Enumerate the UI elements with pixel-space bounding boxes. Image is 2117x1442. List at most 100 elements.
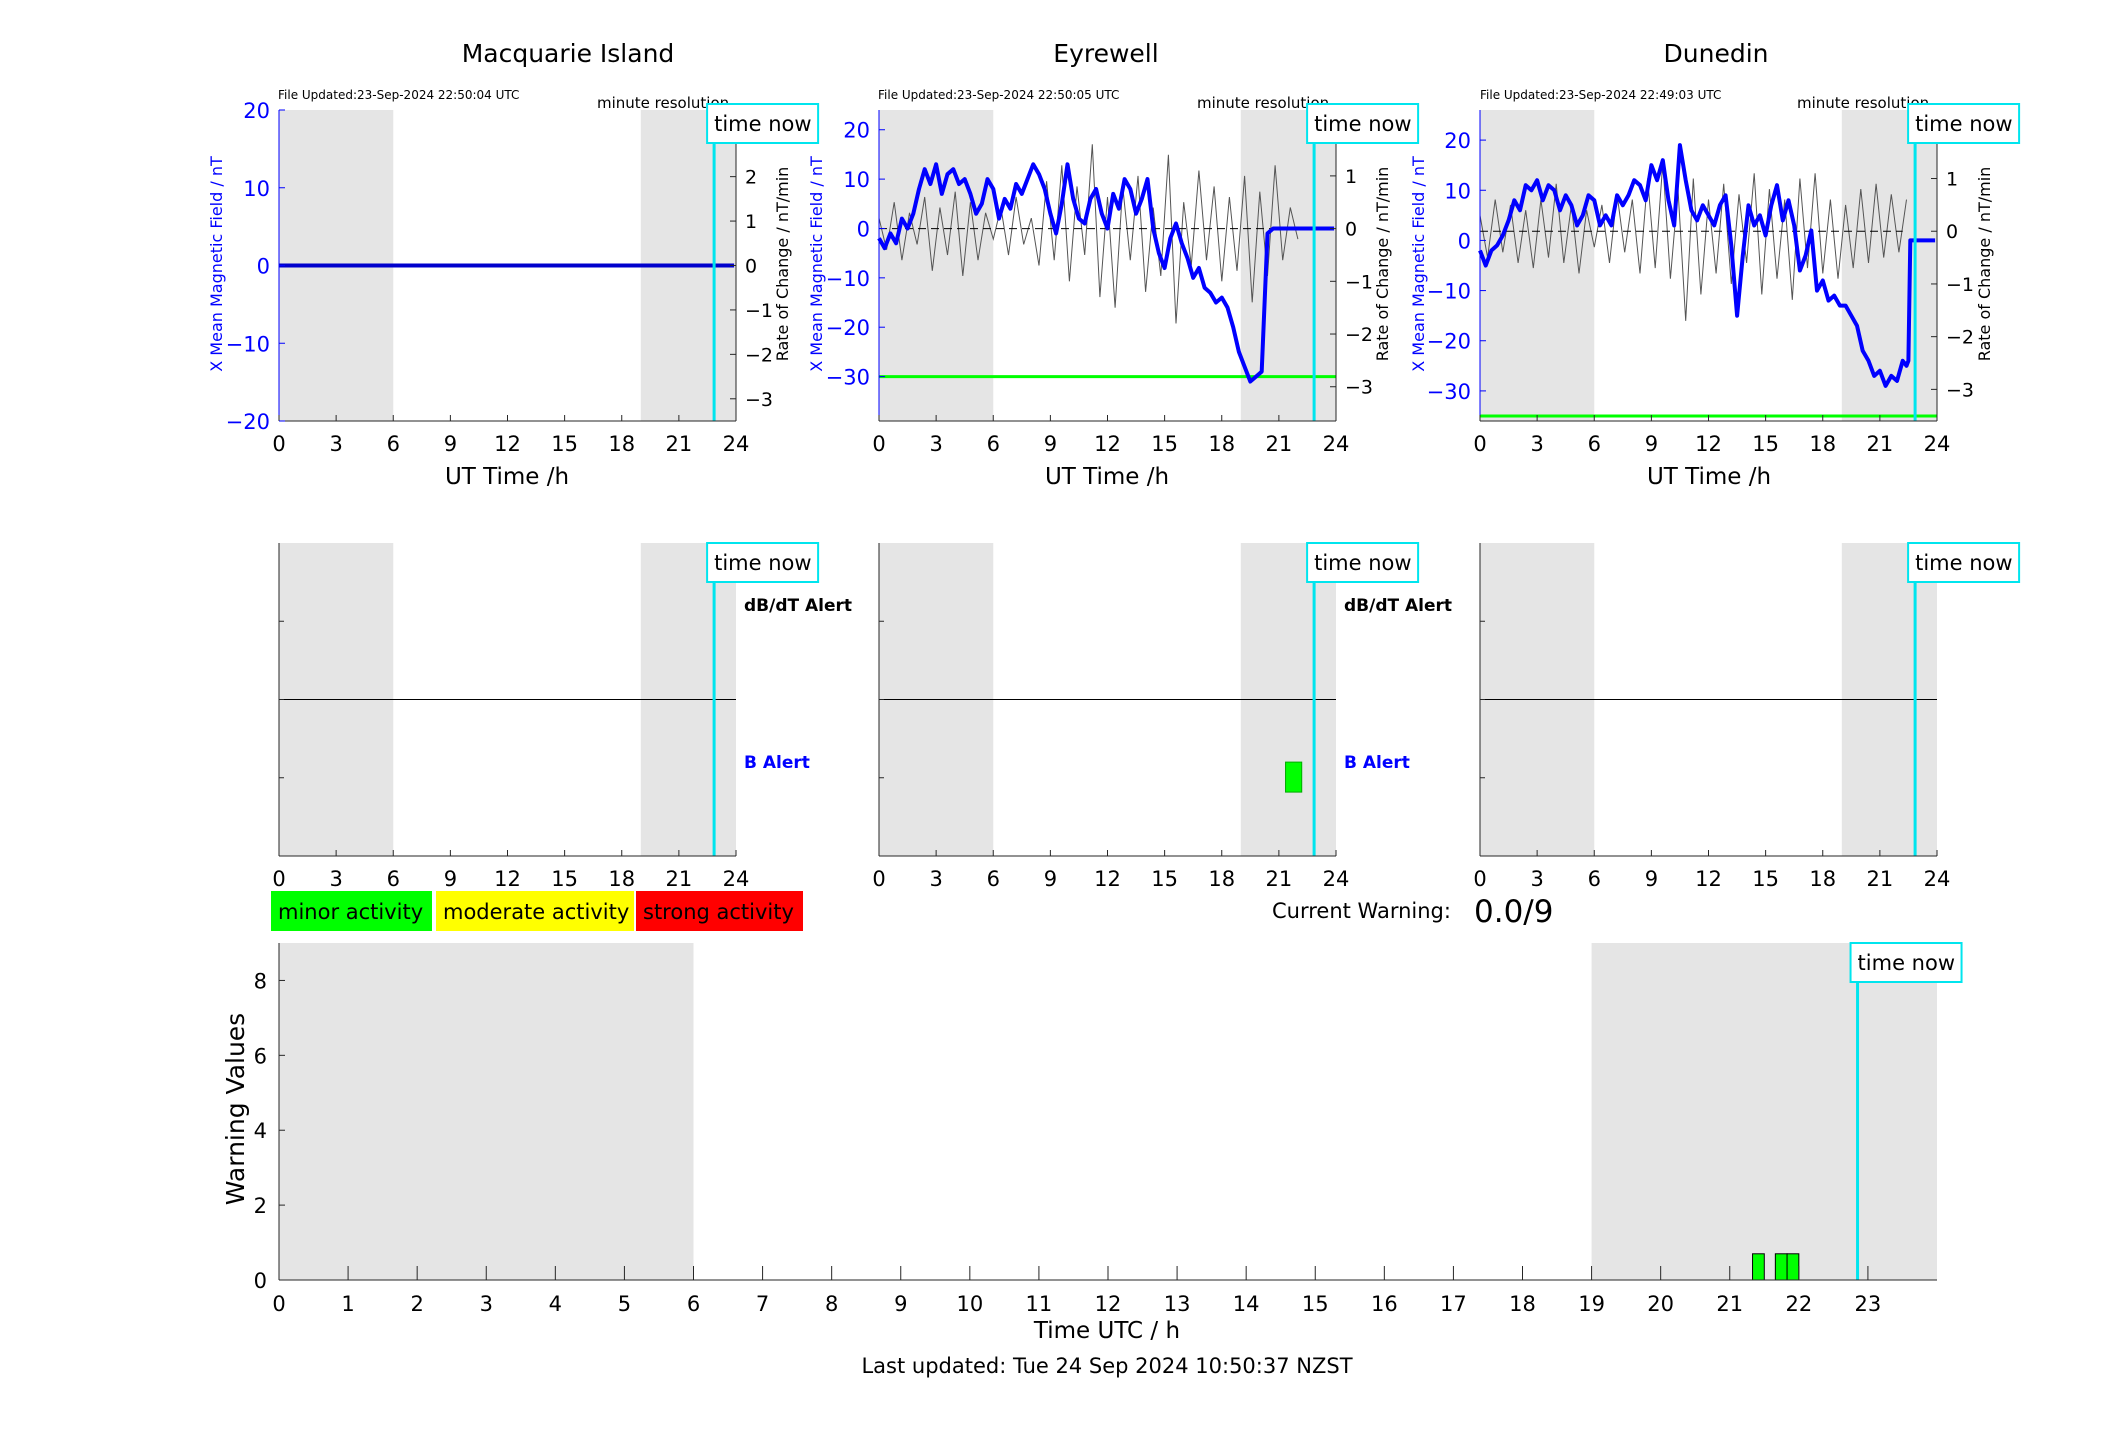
magnetic-field-line: [1478, 143, 1936, 388]
b-alert-label-eyrewell: B Alert: [1344, 753, 1410, 773]
y-right-tick-label: −3: [745, 389, 773, 411]
x-tick-label: 12: [494, 432, 521, 456]
x-tick-label: 6: [687, 1292, 700, 1316]
time-now-label: time now: [714, 551, 811, 575]
x-tick-label: 12: [494, 867, 521, 891]
x-tick-label: 13: [1164, 1292, 1191, 1316]
x-tick-label: 4: [549, 1292, 562, 1316]
x-tick-label: 22: [1785, 1292, 1812, 1316]
y-tick-label: 8: [254, 969, 267, 993]
warning-values-chart: 0 1 2 3 4 5 6 7 8 9 10 11 12 13 14 15 16 17 18 19 20 21 22 2302…: [254, 943, 1937, 1316]
y-tick-label: −10: [1427, 280, 1471, 304]
x-tick-label: 18: [1208, 867, 1235, 891]
x-tick-label: 12: [1095, 1292, 1122, 1316]
xlabel-eyrewell: UT Time /h: [1045, 464, 1169, 490]
y-right-tick-label: 1: [1345, 166, 1357, 188]
minute-resolution-dunedin: minute resolution: [1797, 94, 1929, 112]
ylabel-left-macquarie: X Mean Magnetic Field / nT: [207, 156, 226, 372]
x-tick-label: 24: [723, 867, 750, 891]
warning-bar: [1774, 1253, 1788, 1281]
x-tick-label: 19: [1578, 1292, 1605, 1316]
time-now-label: time now: [714, 112, 811, 136]
x-tick-label: 10: [956, 1292, 983, 1316]
dbdt-alert-label-macquarie: dB/dT Alert: [744, 596, 852, 616]
y-tick-label: −20: [226, 410, 270, 434]
y-tick-label: 20: [243, 99, 270, 123]
y-right-tick-label: 0: [1946, 221, 1958, 243]
x-tick-label: 3: [929, 867, 942, 891]
time-now-box-warning: time now: [1849, 942, 1963, 983]
x-tick-label: 15: [1752, 867, 1779, 891]
y-tick-label: 10: [1444, 179, 1471, 203]
x-tick-label: 5: [618, 1292, 631, 1316]
x-tick-label: 0: [1473, 867, 1486, 891]
x-tick-label: 3: [480, 1292, 493, 1316]
x-tick-label: 6: [1588, 867, 1601, 891]
x-tick-label: 0: [272, 432, 285, 456]
warning-bar: [1752, 1253, 1765, 1281]
x-tick-label: 21: [666, 867, 693, 891]
x-tick-label: 23: [1855, 1292, 1882, 1316]
night-shading: [279, 943, 694, 1280]
x-tick-label: 3: [329, 867, 342, 891]
x-tick-label: 15: [1151, 867, 1178, 891]
x-tick-label: 6: [387, 867, 400, 891]
y-right-tick-label: 0: [745, 256, 757, 278]
ylabel-right-dunedin: Rate of Change / nT/min: [1975, 167, 1994, 362]
x-tick-label: 3: [929, 432, 942, 456]
x-tick-label: 1: [341, 1292, 354, 1316]
y-tick-label: 10: [243, 177, 270, 201]
legend-strong-swatch: [636, 891, 803, 931]
y-tick-label: 20: [843, 119, 870, 143]
alert-panel-macquarie: 0 3 6 9 12 15 18 21 24: [272, 543, 749, 891]
night-shading: [1591, 943, 1937, 1280]
x-tick-label: 9: [1044, 867, 1057, 891]
last-updated: Last updated: Tue 24 Sep 2024 10:50:37 N…: [861, 1354, 1352, 1378]
xlabel-dunedin: UT Time /h: [1647, 464, 1771, 490]
ylabel-right-eyrewell: Rate of Change / nT/min: [1373, 167, 1392, 362]
y-tick-label: 20: [1444, 129, 1471, 153]
ylabel-right-macquarie: Rate of Change / nT/min: [773, 167, 792, 362]
night-shading: [1841, 110, 1937, 421]
x-tick-label: 21: [1867, 867, 1894, 891]
x-tick-label: 20: [1647, 1292, 1674, 1316]
time-now-box: [1907, 542, 2021, 583]
time-now-box-macquarie: time now: [706, 542, 820, 583]
y-tick-label: 4: [254, 1119, 267, 1143]
minute-resolution-eyrewell: minute resolution: [1197, 94, 1329, 112]
time-now-box: [1306, 103, 1420, 144]
time-now-box: [1907, 103, 2021, 144]
x-tick-label: 15: [551, 867, 578, 891]
y-tick-label: −10: [826, 267, 870, 291]
x-tick-label: 0: [872, 867, 885, 891]
x-tick-label: 0: [1473, 432, 1486, 456]
x-tick-label: 16: [1371, 1292, 1398, 1316]
x-tick-label: 0: [272, 1292, 285, 1316]
file-updated-eyrewell: File Updated:23-Sep-2024 22:50:05 UTC: [878, 88, 1119, 102]
y-right-tick-label: 1: [1946, 169, 1958, 191]
b-alert-label-macquarie: B Alert: [744, 753, 810, 773]
warning-ylabel: Warning Values: [221, 1013, 250, 1205]
x-tick-label: 14: [1233, 1292, 1260, 1316]
x-tick-label: 21: [666, 432, 693, 456]
x-tick-label: 24: [1323, 867, 1350, 891]
file-updated-dunedin: File Updated:23-Sep-2024 22:49:03 UTC: [1480, 88, 1721, 102]
time-now-box-dunedin: time now: [1907, 103, 2021, 144]
x-tick-label: 18: [1809, 867, 1836, 891]
panel-title-eyrewell: Eyrewell: [1053, 39, 1158, 68]
y-tick-label: −20: [1427, 330, 1471, 354]
y-right-tick-label: −2: [1345, 324, 1373, 346]
y-tick-label: 0: [257, 255, 270, 279]
x-tick-label: 24: [1323, 432, 1350, 456]
time-now-label: time now: [1858, 951, 1955, 975]
legend-strong-label: strong activity: [643, 900, 794, 924]
warning-xlabel: Time UTC / h: [1033, 1318, 1180, 1344]
y-right-tick-label: 1: [745, 211, 757, 233]
y-tick-label: 0: [254, 1269, 267, 1293]
alert-bar: [1285, 761, 1303, 793]
x-tick-label: 9: [894, 1292, 907, 1316]
alert-panel-eyrewell: 0 3 6 9 12 15 18 21 24: [872, 543, 1349, 891]
minute-resolution-macquarie: minute resolution: [597, 94, 729, 112]
x-tick-label: 9: [1645, 432, 1658, 456]
x-tick-label: 15: [551, 432, 578, 456]
